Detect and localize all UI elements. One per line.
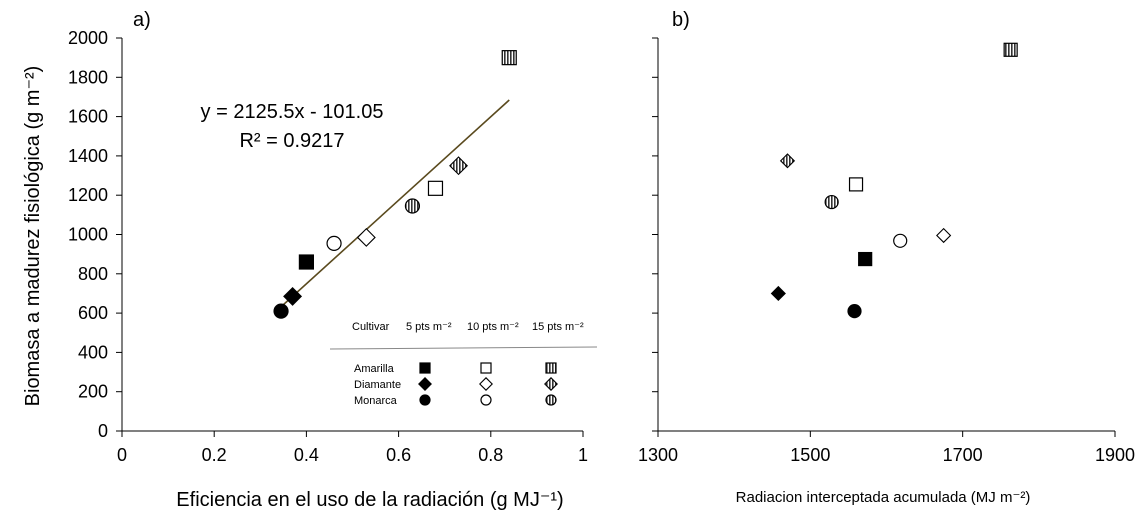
trend-equation: y = 2125.5x - 101.05 [201, 101, 384, 123]
data-point-monarca-circle-hatched [824, 194, 839, 210]
y-tick-label-a: 200 [78, 382, 108, 402]
x-tick-label-a: 0.4 [294, 445, 319, 465]
y-tick-label-a: 0 [98, 421, 108, 441]
legend-marker-diamante-2 [479, 377, 493, 391]
legend-marker-diamante-3 [544, 377, 558, 391]
legend-marker-amarilla-2 [480, 362, 492, 374]
legend-markers [418, 362, 558, 406]
y-tick-label-a: 1800 [68, 67, 108, 87]
legend-marker-amarilla-1 [419, 362, 431, 374]
y-tick-label-a: 1600 [68, 107, 108, 127]
data-points-a [273, 50, 517, 319]
x-tick-label-b: 1900 [1095, 445, 1135, 465]
x-axis-label-a: Eficiencia en el uso de la radiación (g … [176, 489, 563, 511]
legend-col-2: 10 pts m⁻² [467, 321, 519, 333]
trendline-group [278, 99, 510, 310]
panel-a: a) Biomasa a madurez fisiológica (g m⁻²)… [22, 9, 598, 511]
data-point-amarilla-square-hatched [1003, 42, 1018, 57]
r-squared: R² = 0.9217 [239, 130, 344, 152]
x-tick-label-b: 1300 [638, 445, 678, 465]
data-point-diamante-diamond-hatched [779, 153, 796, 169]
legend-header: Cultivar [352, 321, 390, 333]
data-point-amarilla-square-filled [858, 251, 873, 267]
x-tick-label-b: 1500 [790, 445, 830, 465]
legend-row-monarca: Monarca [354, 395, 398, 407]
y-tick-label-a: 1400 [68, 146, 108, 166]
x-tick-label-b: 1700 [943, 445, 983, 465]
y-axis-label: Biomasa a madurez fisiológica (g m⁻²) [22, 66, 44, 407]
legend-marker-monarca-3 [545, 394, 557, 406]
legend-marker-monarca-1 [419, 394, 431, 406]
legend-marker-diamante-1 [418, 377, 432, 391]
legend-col-1: 5 pts m⁻² [406, 321, 452, 333]
trendline [278, 99, 510, 310]
legend-divider [329, 346, 598, 350]
data-point-monarca-circle-open [326, 235, 342, 251]
legend: Cultivar 5 pts m⁻² 10 pts m⁻² 15 pts m⁻²… [329, 321, 598, 407]
data-point-amarilla-square-hatched [501, 50, 517, 66]
data-point-monarca-circle-filled [847, 304, 862, 319]
x-tick-label-a: 0 [117, 445, 127, 465]
x-axis-label-b: Radiacion interceptada acumulada (MJ m⁻²… [736, 489, 1031, 506]
legend-marker-amarilla-3 [545, 362, 557, 374]
x-tick-label-a: 1 [578, 445, 588, 465]
legend-col-3: 15 pts m⁻² [532, 321, 584, 333]
data-point-monarca-circle-open [893, 233, 908, 248]
y-tick-label-a: 1000 [68, 225, 108, 245]
x-tick-label-a: 0.8 [478, 445, 503, 465]
legend-marker-monarca-2 [480, 394, 492, 406]
axes-a: 0 200 400 600 800 1000 1200 1400 1600 1800 2000 0 0.… [68, 28, 588, 465]
data-points-b [770, 42, 1018, 319]
data-point-diamante-diamond-open [356, 227, 376, 247]
data-point-diamante-diamond-open [936, 227, 952, 244]
y-tick-label-a: 800 [78, 264, 108, 284]
legend-row-amarilla: Amarilla [354, 363, 395, 375]
data-point-diamante-diamond-filled [283, 286, 303, 306]
axes-b: 1300 1500 1700 1900 [638, 37, 1135, 465]
panel-b: b) Radiacion interceptada acumulada (MJ … [638, 9, 1135, 506]
x-tick-label-a: 0.2 [202, 445, 227, 465]
y-tick-label-a: 600 [78, 303, 108, 323]
data-point-monarca-circle-hatched [404, 198, 421, 214]
data-point-diamante-diamond-hatched [449, 156, 468, 176]
x-tick-label-a: 0.6 [386, 445, 411, 465]
data-point-amarilla-square-filled [298, 254, 314, 270]
y-tick-label-a: 400 [78, 342, 108, 362]
data-point-diamante-diamond-filled [770, 285, 786, 302]
y-tick-label-a: 2000 [68, 28, 108, 48]
data-point-amarilla-square-open [848, 177, 864, 192]
data-point-amarilla-square-open [427, 180, 444, 196]
panel-label-b: b) [672, 9, 690, 31]
legend-row-diamante: Diamante [354, 379, 401, 391]
data-point-monarca-circle-filled [273, 303, 289, 319]
panel-label-a: a) [133, 9, 151, 31]
y-tick-label-a: 1200 [68, 185, 108, 205]
